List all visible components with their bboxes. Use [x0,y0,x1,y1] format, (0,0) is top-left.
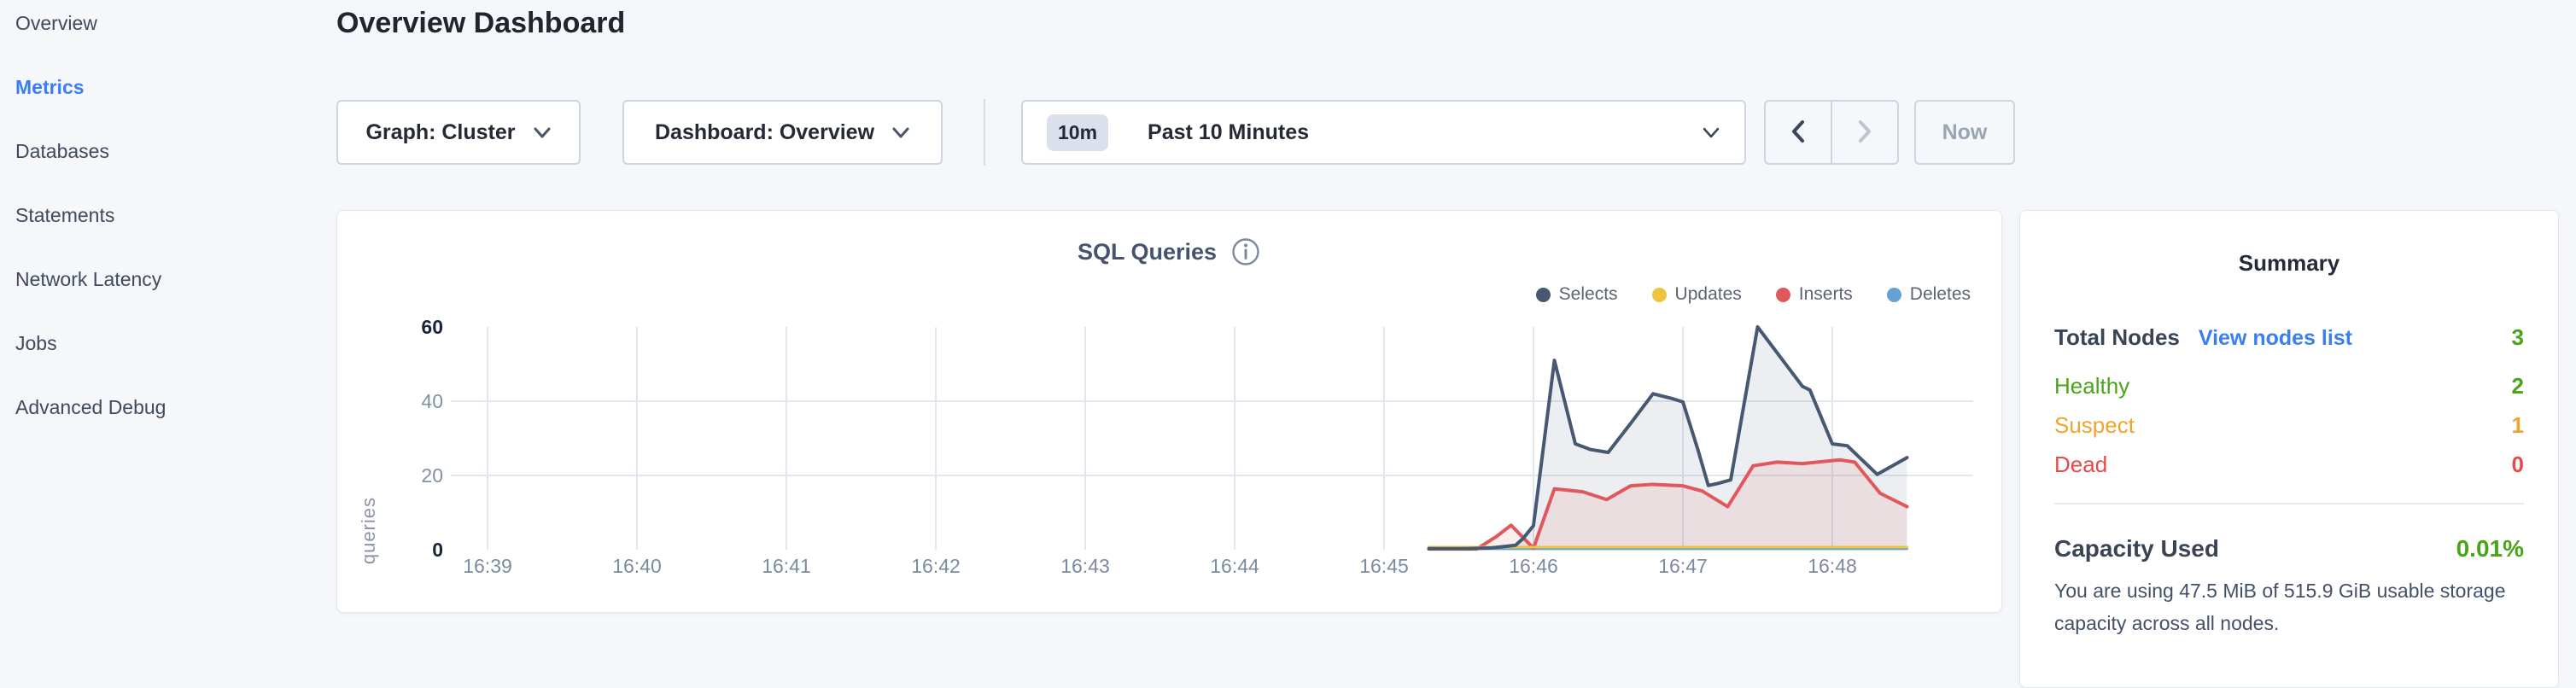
sidebar-item-metrics[interactable]: Metrics [15,76,85,98]
summary-row-total-nodes: Total Nodes View nodes list 3 [2054,324,2524,351]
sidebar: Overview Metrics Databases Statements Ne… [0,0,324,419]
time-range-dropdown[interactable]: 10m Past 10 Minutes [1021,100,1746,165]
x-axis-tick-label: 16:47 [1658,555,1708,577]
y-axis-tick-label: 40 [421,390,443,412]
info-icon[interactable] [1230,236,1261,267]
legend-label: Selects [1558,284,1618,304]
x-axis-tick-label: 16:39 [463,555,512,577]
x-axis-tick-label: 16:48 [1808,555,1857,577]
healthy-label: Healthy [2054,373,2130,399]
sql-queries-plot [451,325,1973,551]
dashboard-dropdown[interactable]: Dashboard: Overview [622,100,943,165]
capacity-description: You are using 47.5 MiB of 515.9 GiB usab… [2054,580,2506,634]
toolbar-divider [984,99,985,166]
total-nodes-value: 3 [2511,324,2524,350]
series-line-inserts [1427,458,1909,551]
time-step-button-group [1764,100,1899,165]
chevron-left-icon [1790,119,1807,147]
page-title: Overview Dashboard [336,7,626,39]
legend-dot-selects [1535,287,1551,302]
sql-queries-chart-card: SQL Queries Selects Updates Inserts Deletes… [336,210,2002,613]
legend-dot-inserts [1775,287,1790,302]
dashboard-dropdown-label: Dashboard: Overview [654,120,875,144]
sidebar-item-jobs[interactable]: Jobs [15,332,57,354]
dead-value: 0 [2511,452,2524,477]
now-button[interactable]: Now [1914,100,2015,165]
sidebar-item-advanced-debug[interactable]: Advanced Debug [15,396,166,418]
x-axis-tick-label: 16:40 [612,555,662,577]
sidebar-item-statements[interactable]: Statements [15,204,115,226]
legend-dot-updates [1651,287,1667,302]
summary-title: Summary [2238,250,2340,276]
y-axis-tick-label: 60 [421,316,443,338]
legend-item-updates: Updates [1651,284,1742,305]
y-axis-tick-label: 0 [432,539,443,561]
capacity-used-row: Capacity Used 0.01% [2054,535,2524,563]
chevron-down-icon [533,120,552,145]
summary-row-dead: Dead 0 [2054,452,2524,477]
time-range-badge: 10m [1047,114,1109,151]
summary-row-healthy: Healthy 2 [2054,373,2524,399]
series-area-selects [1428,327,1907,550]
summary-divider [2054,503,2524,504]
chart-title: SQL Queries [1077,238,1218,265]
suspect-value: 1 [2511,412,2524,438]
x-axis-tick-label: 16:41 [762,555,811,577]
capacity-used-label: Capacity Used [2054,535,2219,562]
total-nodes-label: Total Nodes [2054,324,2180,350]
legend-item-inserts: Inserts [1775,284,1853,305]
x-axis-tick-label: 16:44 [1210,555,1259,577]
x-axis-tick-label: 16:43 [1060,555,1110,577]
legend-dot-deletes [1886,287,1901,302]
y-axis-tick-label: 20 [421,464,443,487]
time-step-back-button[interactable] [1766,102,1831,163]
legend-label: Inserts [1798,284,1853,304]
legend-label: Deletes [1909,284,1971,304]
graph-scope-dropdown-label: Graph: Cluster [365,120,516,144]
dead-label: Dead [2054,452,2108,477]
chart-legend: Selects Updates Inserts Deletes [1535,284,1971,305]
chevron-right-icon [1856,119,1873,147]
chart-title-row: SQL Queries [337,236,2001,267]
view-nodes-list-link[interactable]: View nodes list [2198,326,2353,350]
sidebar-item-overview[interactable]: Overview [15,12,97,34]
legend-item-deletes: Deletes [1886,284,1971,305]
time-range-label: Past 10 Minutes [1148,120,1309,144]
series-line-selects [1427,325,1909,551]
summary-row-suspect: Suspect 1 [2054,412,2524,438]
series-area-inserts [1428,459,1907,550]
legend-item-selects: Selects [1535,284,1618,305]
summary-rows: Total Nodes View nodes list 3 Healthy 2 … [2054,324,2524,477]
healthy-value: 2 [2511,373,2524,399]
time-step-forward-button[interactable] [1831,102,1897,163]
x-axis-tick-label: 16:45 [1359,555,1409,577]
chevron-down-icon [1702,120,1720,145]
sidebar-item-network-latency[interactable]: Network Latency [15,268,162,290]
x-axis-tick-label: 16:42 [911,555,961,577]
suspect-label: Suspect [2054,412,2135,438]
legend-label: Updates [1674,284,1742,304]
sidebar-item-databases[interactable]: Databases [15,140,109,162]
summary-panel: Summary Total Nodes View nodes list 3 He… [2019,210,2559,688]
capacity-used-value: 0.01% [2456,535,2524,562]
x-axis-tick-label: 16:46 [1509,555,1558,577]
graph-scope-dropdown[interactable]: Graph: Cluster [336,100,581,165]
chevron-down-icon [891,120,910,145]
